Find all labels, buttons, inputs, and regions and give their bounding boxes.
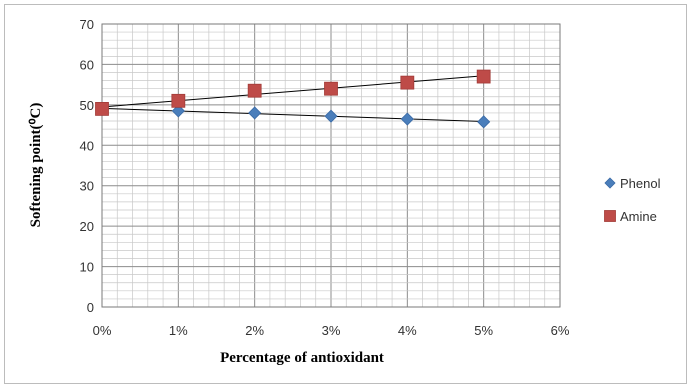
trendlines <box>101 75 484 123</box>
legend-phenol-label: Phenol <box>620 176 661 191</box>
phenol-data-point <box>171 104 185 118</box>
y-tick-label: 40 <box>80 138 94 153</box>
amine-data-point <box>400 75 415 90</box>
scatter-chart: 0% 1% 2% 3% 4% 5% 6% 0 10 20 30 40 50 60 70 Percentage… <box>28 17 661 366</box>
y-tick-label: 0 <box>87 300 94 315</box>
y-tick-label: 30 <box>80 179 94 194</box>
data-points <box>95 69 491 129</box>
x-tick-label: 6% <box>551 323 570 338</box>
amine-data-point <box>95 102 109 116</box>
tick-labels: 0% 1% 2% 3% 4% 5% 6% 0 10 20 30 40 50 60 70 <box>80 17 570 338</box>
y-tick-label: 50 <box>80 98 94 113</box>
amine-data-point <box>324 81 338 96</box>
amine-data-point <box>171 93 186 108</box>
x-tick-label: 3% <box>322 323 341 338</box>
y-axis-title: Softening point(⁰C) <box>28 103 44 228</box>
legend-phenol-icon <box>604 177 616 189</box>
x-axis-title: Percentage of antioxidant <box>220 350 384 366</box>
legend-amine-icon <box>604 210 616 222</box>
chart-frame: 0% 1% 2% 3% 4% 5% 6% 0 10 20 30 40 50 60 70 Percentage… <box>4 4 687 384</box>
trendline-phenol <box>101 107 484 123</box>
phenol-data-point <box>248 106 262 120</box>
phenol-data-point <box>477 115 491 129</box>
legend-amine-label: Amine <box>620 209 657 224</box>
grid <box>101 23 561 308</box>
legend: Phenol Amine <box>604 176 661 224</box>
x-tick-label: 4% <box>398 323 417 338</box>
amine-data-point <box>476 69 491 84</box>
x-tick-label: 5% <box>474 323 493 338</box>
y-tick-label: 60 <box>80 57 94 72</box>
x-tick-label: 1% <box>169 323 188 338</box>
y-tick-label: 20 <box>80 219 94 234</box>
y-tick-label: 70 <box>80 17 94 32</box>
y-tick-label: 10 <box>80 260 94 275</box>
phenol-data-point <box>400 112 414 126</box>
phenol-data-point <box>324 109 338 123</box>
amine-data-point <box>247 83 262 98</box>
x-tick-label: 0% <box>93 323 112 338</box>
plot-border <box>101 23 561 308</box>
x-tick-label: 2% <box>245 323 264 338</box>
trendline-amine <box>101 75 484 108</box>
